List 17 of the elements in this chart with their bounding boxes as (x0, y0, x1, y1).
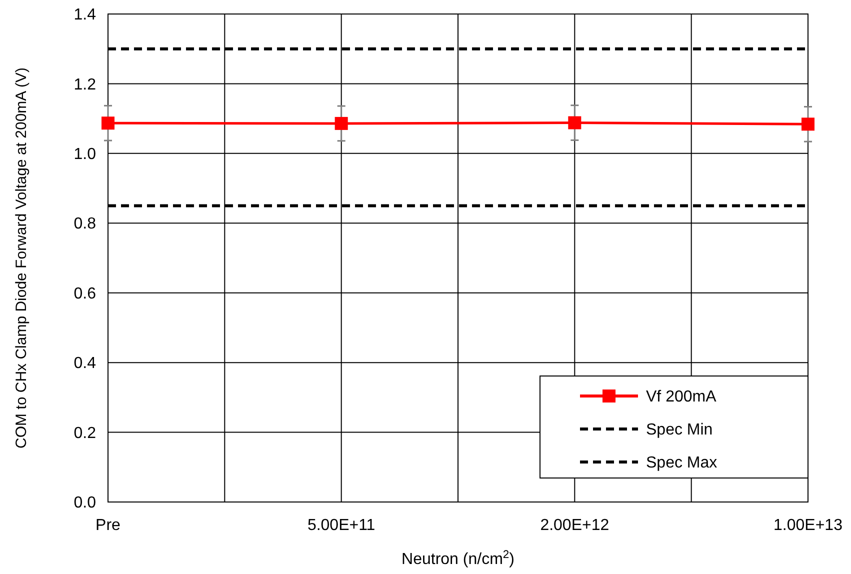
y-axis-title: COM to CHx Clamp Diode Forward Voltage at 200mA (V) (13, 68, 30, 448)
legend-label: Spec Max (646, 454, 718, 472)
y-tick-label: 1.2 (74, 76, 96, 94)
x-tick-label: Pre (96, 517, 121, 534)
legend-label: Vf 200mA (646, 388, 717, 406)
y-tick-label: 1.0 (74, 146, 96, 164)
x-tick-label: 1.00E+13 (774, 517, 843, 534)
y-tick-label: 0.4 (74, 355, 96, 372)
y-tick-label: 0.8 (74, 216, 96, 233)
y-tick-label: 0.6 (74, 285, 96, 302)
y-tick-label: 1.4 (74, 6, 96, 24)
x-tick-label: 5.00E+11 (307, 517, 376, 534)
y-tick-label: 0.2 (74, 424, 96, 442)
x-tick-label: 2.00E+12 (540, 517, 610, 534)
y-tick-label: 0.0 (74, 494, 96, 512)
legend-label: Spec Min (646, 422, 713, 439)
x-axis-title: Neutron (n/cm$^{2}$) (402, 549, 514, 568)
